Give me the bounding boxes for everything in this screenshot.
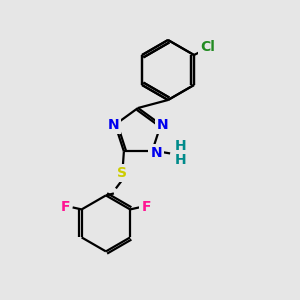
Text: S: S (117, 167, 127, 180)
Text: N: N (150, 146, 162, 161)
Text: Cl: Cl (200, 40, 215, 54)
Text: H: H (174, 153, 186, 167)
Text: F: F (141, 200, 151, 214)
Text: N: N (107, 118, 119, 132)
Text: H: H (174, 140, 186, 153)
Text: N: N (157, 118, 169, 132)
Text: F: F (61, 200, 70, 214)
